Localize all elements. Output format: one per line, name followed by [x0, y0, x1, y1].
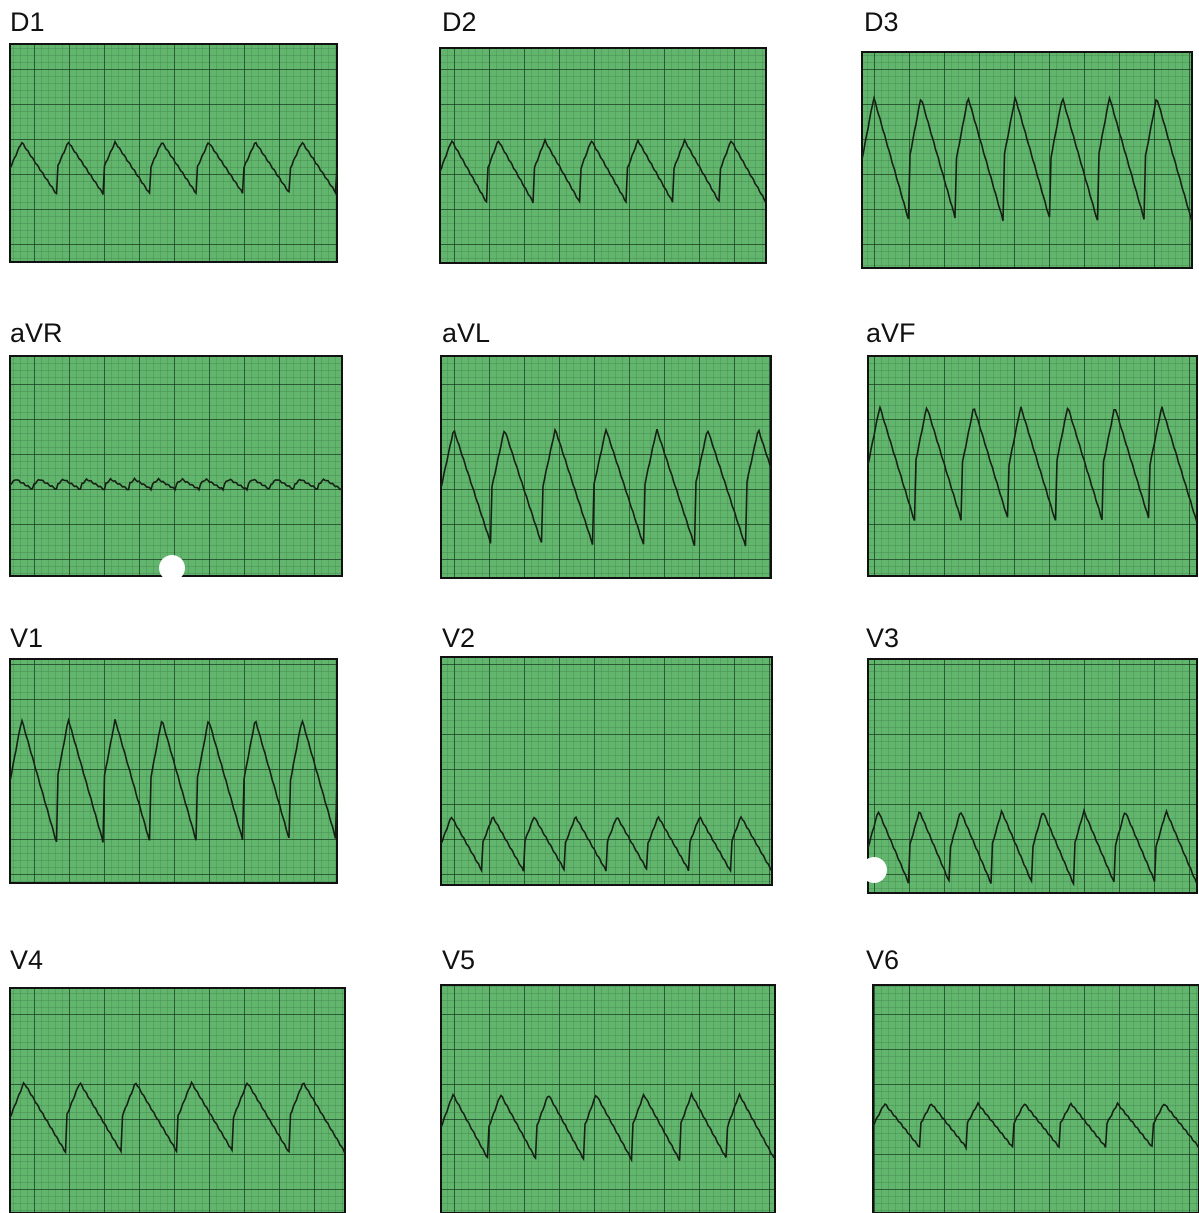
lead-panel: V3: [866, 623, 1197, 893]
lead-panel: V6: [866, 945, 1199, 1213]
ecg-grid: [10, 44, 337, 262]
lead-label: aVL: [442, 318, 490, 348]
lead-panel: V1: [10, 623, 337, 883]
lead-label: V5: [442, 945, 475, 975]
lead-panel: aVF: [866, 318, 1197, 576]
lead-label: D1: [10, 7, 45, 37]
punch-hole: [861, 857, 887, 883]
ecg-grid: [862, 52, 1192, 268]
lead-panel: V2: [441, 623, 772, 885]
lead-panel: V4: [10, 945, 345, 1213]
ecg-grid: [441, 356, 771, 578]
lead-label: V6: [866, 945, 899, 975]
lead-label: D3: [864, 7, 899, 37]
ecg-grid: [10, 988, 345, 1213]
ecg-grid: [873, 985, 1199, 1213]
lead-panel: D1: [10, 7, 337, 262]
ecg-grid: [868, 356, 1197, 576]
lead-panel: aVL: [441, 318, 771, 578]
page: D1D2D3aVRaVLaVFV1V2V3V4V5V6 (() => { con…: [0, 0, 1199, 1213]
lead-label: D2: [442, 7, 477, 37]
lead-label: aVF: [866, 318, 916, 348]
punch-hole: [159, 555, 185, 581]
lead-label: V3: [866, 623, 899, 653]
ecg-grid: [440, 48, 766, 263]
ecg-figure: D1 D2 D3 aVR aVL aVF V1 V2 V3 V4 V5 V6: [0, 0, 1199, 1213]
ecg-grid: [10, 356, 342, 576]
lead-label: V2: [442, 623, 475, 653]
lead-panel: V5: [441, 945, 775, 1213]
ecg-grid: [441, 985, 775, 1213]
lead-panel: aVR: [10, 318, 342, 576]
lead-label: aVR: [10, 318, 63, 348]
lead-panel: D3: [862, 7, 1192, 268]
lead-panel: D2: [440, 7, 766, 263]
lead-label: V1: [10, 623, 43, 653]
lead-label: V4: [10, 945, 43, 975]
